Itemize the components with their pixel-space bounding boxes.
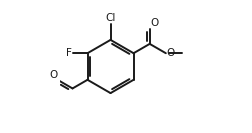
Text: O: O (150, 18, 158, 28)
Text: F: F (66, 48, 72, 58)
Text: O: O (166, 48, 174, 58)
Text: Cl: Cl (105, 13, 115, 23)
Text: O: O (49, 70, 58, 80)
